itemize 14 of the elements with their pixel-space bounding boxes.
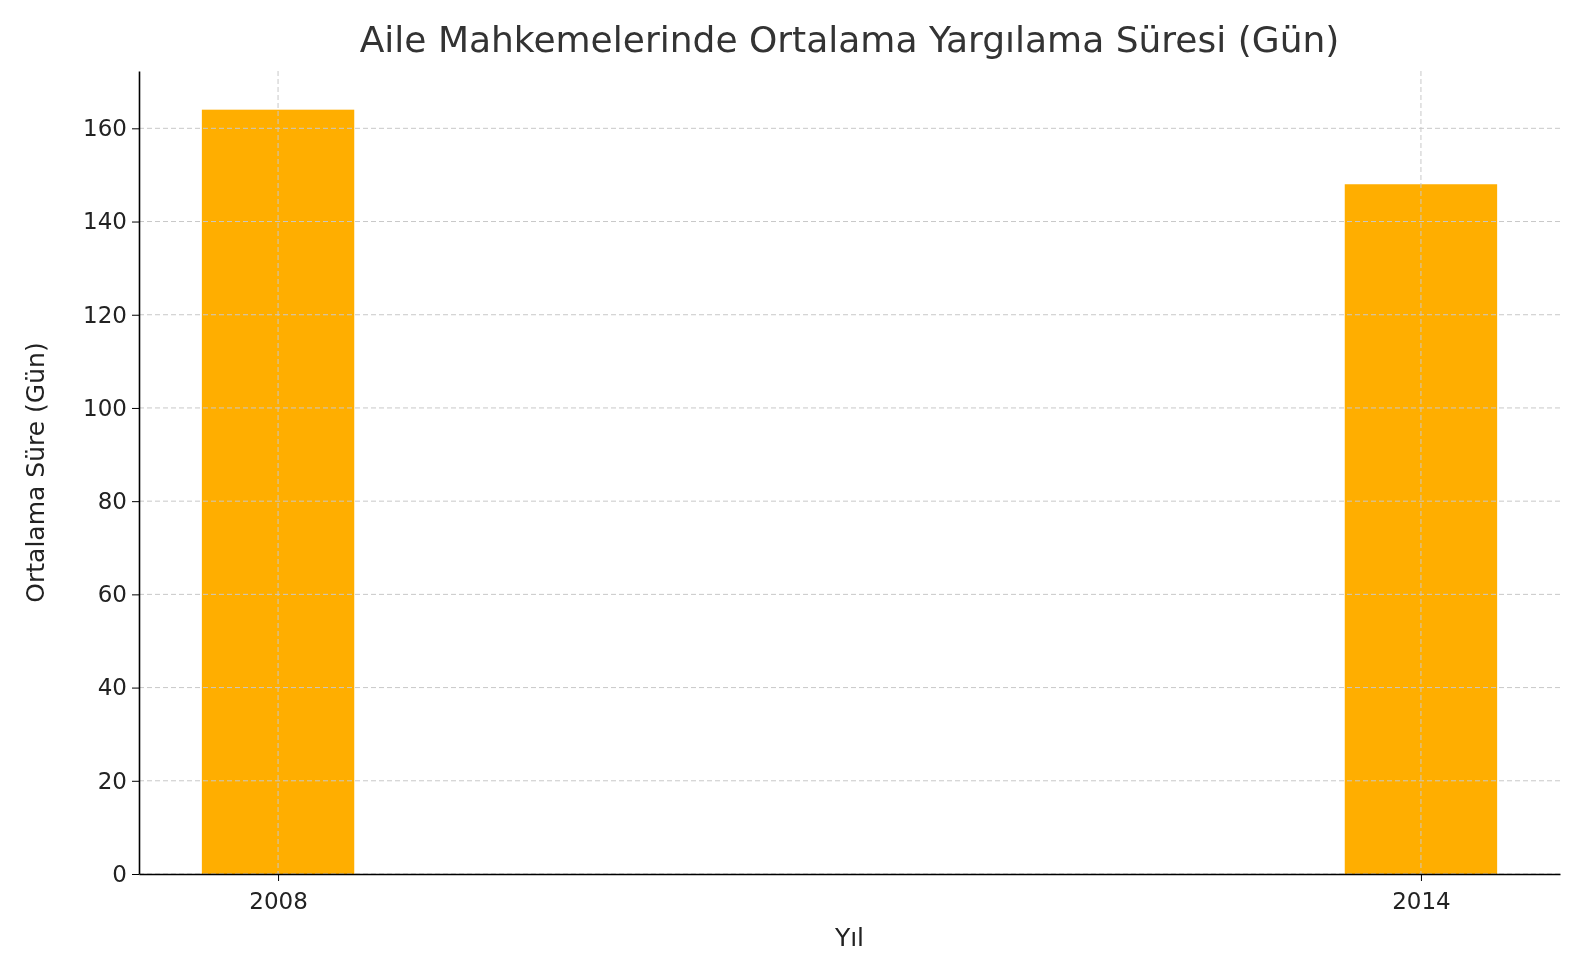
x-tick-label: 2008 (249, 888, 308, 915)
y-tick-label: 80 (97, 488, 127, 515)
x-tick-label: 2014 (1392, 888, 1451, 915)
y-tick-label: 120 (83, 301, 127, 328)
y-tick-label: 0 (112, 860, 127, 887)
y-tick-label: 140 (83, 208, 127, 235)
x-axis-title: Yıl (833, 923, 865, 952)
y-tick-label: 60 (97, 581, 127, 608)
y-tick-label: 100 (83, 394, 127, 421)
y-axis-title: Ortalama Süre (Gün) (21, 342, 50, 603)
y-tick-label: 160 (83, 115, 127, 142)
chart-title: Aile Mahkemelerinde Ortalama Yargılama Süresi (Gün) (359, 19, 1340, 60)
y-tick-label: 20 (97, 767, 127, 794)
y-tick-label: 40 (97, 674, 127, 701)
